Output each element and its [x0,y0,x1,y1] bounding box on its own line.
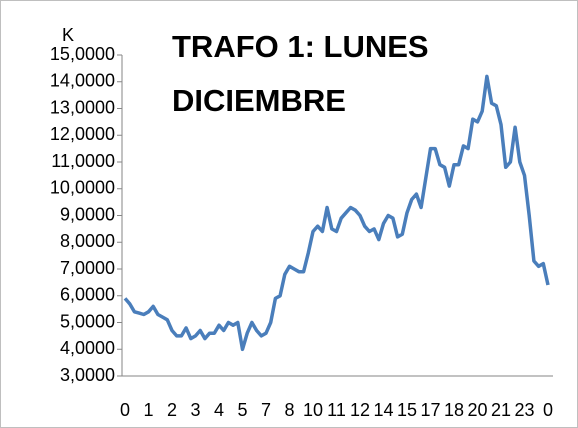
y-tick-label: 8,0000 [60,231,115,251]
x-tick-label: 17 [420,400,440,420]
x-tick-label: 0 [543,400,553,420]
x-tick-label: 21 [491,400,511,420]
x-tick-label: 10 [303,400,323,420]
y-tick-label: 15,0000 [50,44,115,64]
x-tick-label: 20 [467,400,487,420]
y-tick-label: 5,0000 [60,311,115,331]
x-tick-label: 1 [143,400,153,420]
y-tick-label: 10,0000 [50,178,115,198]
x-tick-label: 2 [167,400,177,420]
x-tick-label: 15 [397,400,417,420]
x-tick-label: 8 [284,400,294,420]
y-tick-label: 9,0000 [60,204,115,224]
data-line [123,74,550,352]
x-tick-label: 0 [120,400,130,420]
y-tick-label: 14,0000 [50,71,115,91]
x-tick-label: 12 [350,400,370,420]
x-tick-label: 5 [237,400,247,420]
y-tick-label: 3,0000 [60,365,115,385]
y-tick-label: 7,0000 [60,258,115,278]
x-tick-label: 23 [514,400,534,420]
y-tick-label: 11,0000 [51,151,115,171]
x-tick-label: 3 [190,400,200,420]
y-tick-label: 6,0000 [60,285,115,305]
chart-title: TRAFO 1: LUNES DICIEMBRE [172,29,429,118]
y-tick-label: 13,0000 [50,97,115,117]
y-axis-label: K [62,25,74,45]
y-tick-label: 12,0000 [50,124,115,144]
x-tick-label: 18 [444,400,464,420]
x-tick-label: 11 [327,400,346,420]
x-tick-label: 4 [214,400,224,420]
x-tick-label: 14 [373,400,393,420]
y-tick-label: 4,0000 [60,338,115,358]
x-tick-label: 7 [261,400,271,420]
